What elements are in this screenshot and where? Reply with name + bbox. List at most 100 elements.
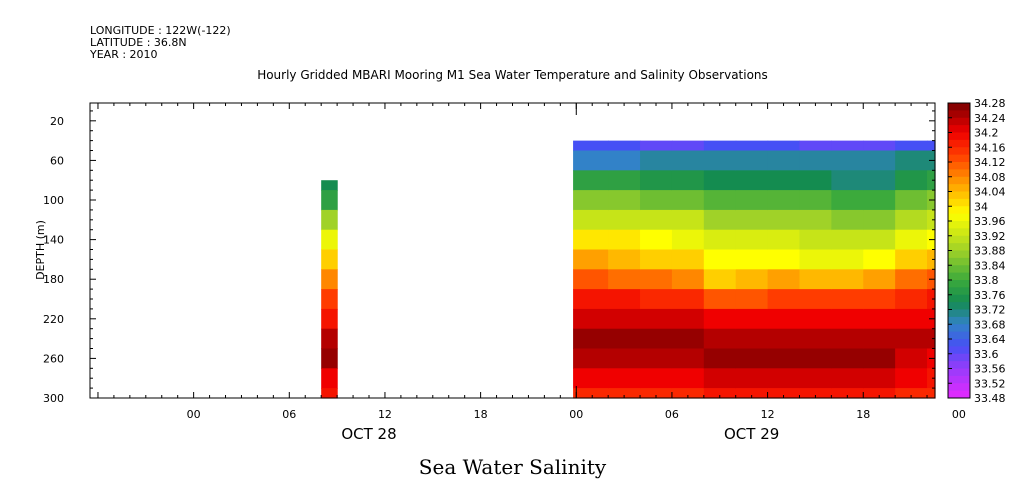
salinity-cell [608, 150, 641, 171]
salinity-cell [671, 209, 705, 231]
salinity-cell [608, 348, 641, 369]
colorbar-swatch [948, 184, 970, 192]
x-tick-label: 06 [282, 408, 296, 421]
salinity-cell [703, 368, 737, 389]
colorbar-swatch [948, 117, 970, 126]
salinity-cell [895, 308, 928, 330]
salinity-cell [321, 209, 338, 231]
y-tick-label: 20 [50, 115, 64, 128]
salinity-cell [767, 328, 801, 350]
salinity-cell [735, 249, 769, 270]
salinity-cell [767, 140, 801, 152]
colorbar-label: 34 [974, 200, 988, 213]
salinity-cell [831, 388, 864, 399]
salinity-cell [321, 308, 338, 330]
salinity-cell [831, 348, 864, 369]
salinity-cell [703, 249, 737, 270]
x-tick-label: 12 [378, 408, 392, 421]
salinity-cell [735, 289, 769, 310]
salinity-cell [767, 269, 801, 290]
salinity-cell [863, 150, 896, 171]
salinity-cell [895, 348, 928, 369]
y-tick-label: 260 [43, 352, 64, 365]
salinity-cell [573, 150, 609, 171]
x-tick-label: 00 [952, 408, 966, 421]
latitude-label: LATITUDE : 36.8N [90, 36, 187, 49]
salinity-cell [640, 368, 673, 389]
colorbar-swatch [948, 110, 970, 119]
salinity-cell [573, 229, 609, 251]
x-tick-label: 18 [474, 408, 488, 421]
salinity-cell [671, 249, 705, 270]
salinity-cell [831, 150, 864, 171]
salinity-cell [671, 348, 705, 369]
colorbar-label: 33.6 [974, 348, 999, 361]
colorbar-swatch [948, 103, 970, 111]
salinity-cell [640, 388, 673, 399]
salinity-cell [608, 209, 641, 231]
colorbar-swatch [948, 316, 970, 325]
colorbar-swatch [948, 280, 970, 288]
salinity-cell [703, 190, 737, 211]
salinity-cell [321, 328, 338, 350]
colorbar-swatch [948, 257, 970, 266]
salinity-cell [671, 388, 705, 399]
colorbar-label: 34.08 [974, 171, 1006, 184]
salinity-cell [927, 170, 936, 191]
salinity-cell [671, 328, 705, 350]
colorbar-swatch [948, 390, 970, 399]
salinity-cell [573, 249, 609, 270]
salinity-cell [703, 348, 737, 369]
salinity-cell [640, 308, 673, 330]
salinity-cell [895, 249, 928, 270]
salinity-cell [927, 249, 936, 270]
salinity-cell [767, 348, 801, 369]
salinity-cell [640, 170, 673, 191]
colorbar-swatch [948, 228, 970, 237]
salinity-cell [927, 209, 936, 231]
colorbar-swatch [948, 206, 970, 215]
salinity-cell [640, 209, 673, 231]
salinity-cell [863, 249, 896, 270]
year-label: YEAR : 2010 [90, 48, 158, 61]
salinity-cell [799, 269, 832, 290]
salinity-cell [767, 249, 801, 270]
y-tick-label: 140 [43, 234, 64, 247]
salinity-cell [799, 150, 832, 171]
salinity-cell [799, 140, 832, 152]
salinity-cell [735, 190, 769, 211]
salinity-cell [608, 289, 641, 310]
salinity-cell [640, 328, 673, 350]
salinity-cell [767, 170, 801, 191]
salinity-cell [703, 140, 737, 152]
salinity-cell [863, 308, 896, 330]
colorbar-swatch [948, 176, 970, 185]
salinity-cell [321, 180, 338, 191]
salinity-cell [321, 229, 338, 251]
salinity-cell [640, 249, 673, 270]
colorbar-swatch [948, 162, 970, 170]
salinity-cell [895, 150, 928, 171]
colorbar-swatch [948, 250, 970, 259]
variable-title: Sea Water Salinity [418, 455, 607, 479]
salinity-cell [831, 289, 864, 310]
salinity-cell [608, 368, 641, 389]
salinity-cell [767, 308, 801, 330]
colorbar-swatch [948, 375, 970, 384]
salinity-cell [799, 308, 832, 330]
salinity-cell [608, 388, 641, 399]
salinity-cell [640, 269, 673, 290]
salinity-cell [671, 269, 705, 290]
x-tick-label: 00 [569, 408, 583, 421]
plot-area [89, 102, 936, 399]
salinity-cell [895, 209, 928, 231]
salinity-cells [321, 140, 936, 399]
salinity-cell [767, 368, 801, 389]
colorbar-swatch [948, 125, 970, 133]
salinity-cell [321, 289, 338, 310]
salinity-cell [573, 348, 609, 369]
salinity-cell [671, 289, 705, 310]
salinity-cell [671, 190, 705, 211]
colorbar-swatch [948, 361, 970, 369]
salinity-cell [573, 190, 609, 211]
